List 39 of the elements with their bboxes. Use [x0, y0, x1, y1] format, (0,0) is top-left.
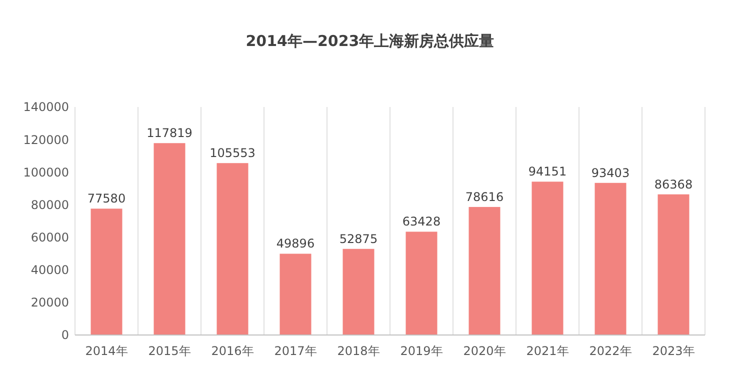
data-label: 117819 — [146, 126, 192, 140]
data-label: 49896 — [276, 236, 315, 251]
chart-title: 2014年—2023年上海新房总供应量 — [246, 32, 494, 50]
y-tick-label: 120000 — [23, 132, 69, 147]
bar — [594, 182, 626, 335]
data-label: 63428 — [402, 214, 441, 229]
x-tick-label: 2019年 — [400, 344, 443, 358]
x-tick-label: 2022年 — [589, 344, 632, 358]
data-label: 105553 — [210, 146, 256, 160]
bar — [406, 232, 438, 335]
x-tick-label: 2021年 — [526, 344, 569, 358]
x-tick-label: 2018年 — [337, 344, 380, 358]
data-label: 52875 — [339, 232, 378, 246]
data-label: 94151 — [528, 164, 567, 179]
data-label: 93403 — [591, 166, 630, 180]
y-tick-label: 60000 — [30, 230, 69, 244]
data-label: 77580 — [87, 192, 126, 206]
x-tick-label: 2020年 — [463, 344, 506, 358]
data-label: 86368 — [654, 177, 693, 192]
x-tick-label: 2014年 — [85, 344, 128, 358]
bar — [468, 206, 500, 335]
y-tick-label: 100000 — [23, 165, 69, 180]
y-tick-label: 80000 — [30, 198, 69, 212]
bar — [532, 182, 564, 335]
bar — [658, 194, 690, 335]
bar — [216, 163, 248, 335]
bar — [90, 208, 122, 335]
y-tick-label: 0 — [61, 328, 69, 342]
x-tick-label: 2017年 — [274, 344, 317, 358]
y-tick-label: 20000 — [30, 296, 69, 310]
data-label: 78616 — [465, 190, 504, 204]
bar — [280, 254, 312, 335]
x-tick-label: 2016年 — [211, 344, 254, 358]
x-tick-label: 2023年 — [652, 344, 695, 358]
y-tick-label: 140000 — [23, 100, 69, 114]
y-tick-label: 40000 — [30, 263, 69, 278]
x-tick-label: 2015年 — [148, 344, 191, 358]
bar — [342, 248, 374, 335]
bar — [154, 143, 186, 335]
